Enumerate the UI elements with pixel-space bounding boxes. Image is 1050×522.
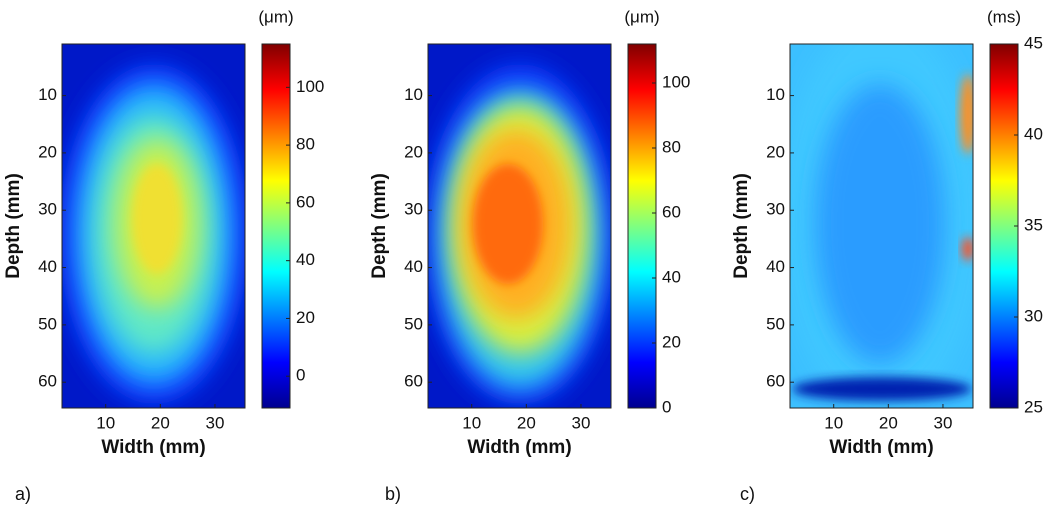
colorbar-label: (μm) [624,7,659,26]
colorbar [989,43,1019,409]
colorbar [261,43,291,409]
x-axis-label: Width (mm) [101,437,205,458]
y-tick-label: 30 [404,200,423,219]
y-tick-label: 20 [38,142,57,161]
heatmap-blob [792,377,972,401]
x-tick-label: 30 [571,413,590,432]
y-tick-label: 20 [404,142,423,161]
y-tick-label: 10 [404,85,423,104]
heatmap-blob [132,164,182,274]
plot-frame [61,43,246,409]
y-tick-label: 60 [404,372,423,391]
colorbar-tick-label: 45 [1024,33,1043,52]
x-axis-label: Width (mm) [467,437,571,458]
heatmap-blob [815,84,945,364]
y-tick-label: 30 [766,200,785,219]
colorbar [627,43,657,409]
colorbar-label: (ms) [987,7,1021,26]
colorbar-tick-label: 0 [296,366,305,385]
heatmap-blob [960,74,973,154]
y-tick-label: 60 [766,372,785,391]
x-axis-label: Width (mm) [829,437,933,458]
y-axis-label: Depth (mm) [731,173,752,279]
y-tick-label: 30 [38,200,57,219]
colorbar-tick-label: 20 [662,332,681,351]
heatmap-image [62,44,245,408]
x-tick-label: 10 [462,413,481,432]
y-tick-label: 40 [766,257,785,276]
x-tick-label: 20 [879,413,898,432]
y-tick-label: 50 [766,314,785,333]
heatmap-image [428,44,611,408]
x-tick-label: 10 [824,413,843,432]
y-axis-label: Depth (mm) [3,173,24,279]
y-tick-label: 40 [404,257,423,276]
panel-label: b) [385,484,401,504]
plot-frame [789,43,974,409]
colorbar-tick-label: 40 [1024,124,1043,143]
heatmap-blob [962,237,973,261]
colorbar-label: (μm) [258,7,293,26]
x-tick-label: 10 [96,413,115,432]
y-tick-label: 10 [766,85,785,104]
y-tick-label: 50 [38,314,57,333]
colorbar-tick-label: 25 [1024,397,1043,416]
colorbar-tick-label: 20 [296,308,315,327]
panel-label: c) [740,484,755,504]
colorbar-tick-label: 80 [296,135,315,154]
colorbar-tick-label: 30 [1024,306,1043,325]
colorbar-tick-label: 40 [296,250,315,269]
x-tick-label: 20 [517,413,536,432]
y-tick-label: 50 [404,314,423,333]
y-tick-label: 10 [38,85,57,104]
plot-frame [427,43,612,409]
y-tick-label: 20 [766,142,785,161]
panel-label: a) [15,484,31,504]
x-tick-label: 30 [205,413,224,432]
heatmap-image [790,44,973,408]
panel: 10 20 30 10 20 30 40 50 60 Width (mm) Depth (mm) 0 2… [369,7,690,503]
colorbar-tick-label: 80 [662,137,681,156]
colorbar-tick-label: 0 [662,397,671,416]
heatmap-blob [473,164,543,284]
colorbar-tick-label: 100 [296,77,324,96]
y-tick-label: 40 [38,257,57,276]
colorbar-tick-label: 40 [662,267,681,286]
colorbar-tick-label: 35 [1024,215,1043,234]
colorbar-tick-label: 60 [296,192,315,211]
y-tick-label: 60 [38,372,57,391]
colorbar-tick-label: 60 [662,202,681,221]
x-tick-label: 20 [151,413,170,432]
y-axis-label: Depth (mm) [369,173,390,279]
panel: 10 20 30 10 20 30 40 50 60 Width (mm) Depth (mm) 0 2… [3,7,324,503]
panel: 10 20 30 10 20 30 40 50 60 Width (mm) Depth (mm) 25… [731,7,1043,503]
colorbar-tick-label: 100 [662,72,690,91]
x-tick-label: 30 [933,413,952,432]
